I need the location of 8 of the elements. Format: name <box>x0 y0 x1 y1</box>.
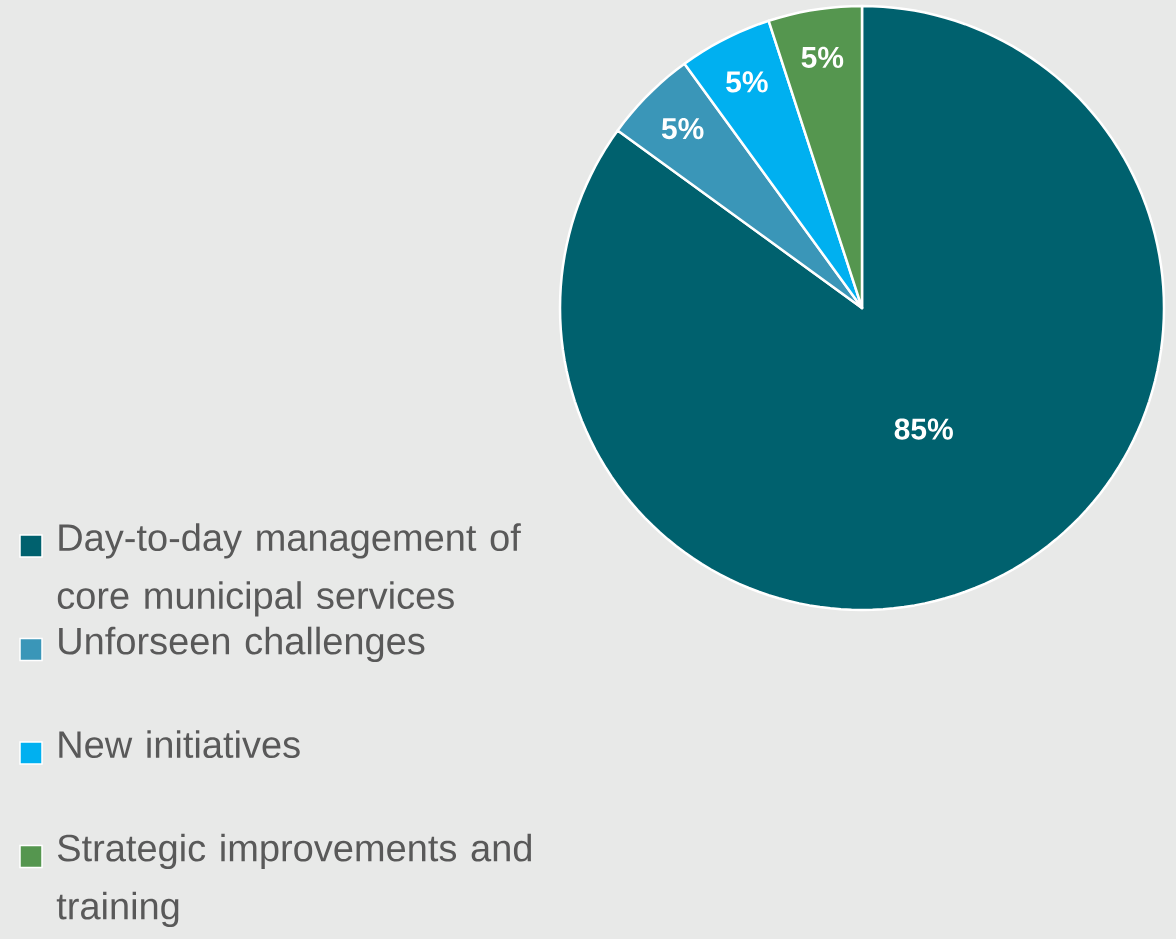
data-label: 85% <box>894 418 953 440</box>
legend-label: Day-to-day management of core municipal services <box>57 523 521 617</box>
data-label: 5% <box>801 46 844 69</box>
data-label: 5% <box>726 71 768 93</box>
data-label: 5% <box>661 118 704 140</box>
legend-label: New initiatives <box>59 730 300 759</box>
legend-label: Unforseen challenges <box>59 626 425 663</box>
legend-label: Strategic improvements and training <box>56 833 531 928</box>
